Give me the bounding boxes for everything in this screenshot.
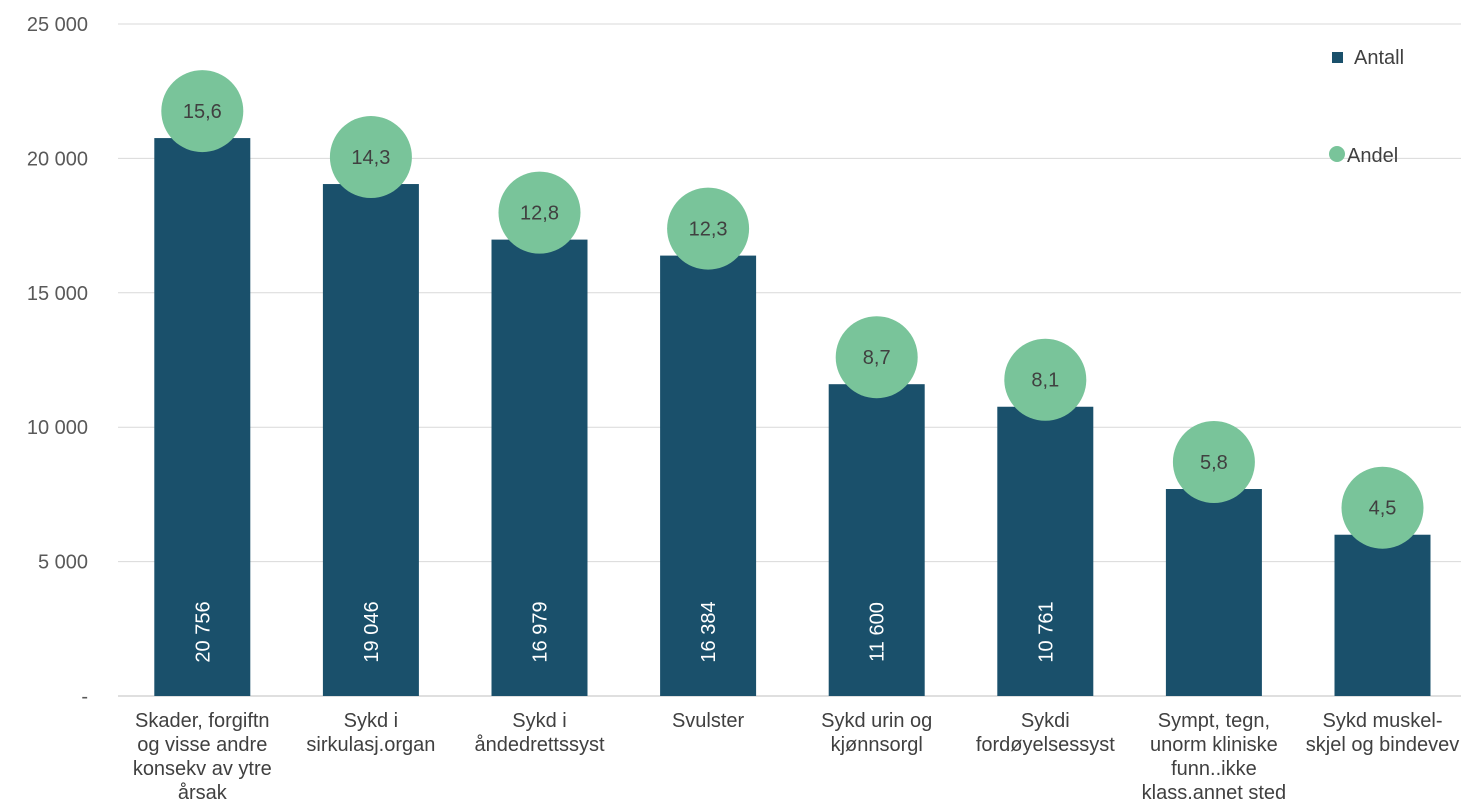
y-tick-label: 5 000 [38,552,88,574]
y-tick-label: 25 000 [27,14,88,36]
marker-label: 15,6 [183,101,222,123]
marker [835,316,918,399]
bar-value-label: 11 600 [867,602,889,662]
bar [322,184,419,696]
bar-value-label: 16 979 [530,601,552,662]
legend-label-andel: Andel [1347,145,1398,167]
marker-label: 4,5 [1369,498,1397,520]
x-axis-categories: Skader, forgiftn og visse andre konsekv av… [133,710,1459,804]
marker [498,171,581,254]
bar [491,239,588,696]
bar [1165,489,1262,696]
legend-swatch-antall [1332,52,1343,63]
bar-value-label: 19 046 [361,601,383,662]
bars-antall [154,138,1431,696]
marker-label: 5,8 [1200,452,1228,474]
x-tick-label: Svulster [672,710,745,732]
markers-andel: 15,6 14,3 12,8 12,3 8,7 8,1 5,8 4,5 [161,70,1424,549]
legend: Antall Andel [1329,47,1404,167]
marker [667,187,750,270]
y-axis-ticks: - 5 000 10 000 15 000 20 000 25 000 [27,14,88,708]
x-tick-label: Sykd i sirkulasj.organ [306,710,435,756]
marker [161,70,244,153]
marker-label: 12,8 [520,203,559,225]
marker [1004,338,1087,421]
marker [1172,421,1255,504]
legend-label-antall: Antall [1354,47,1404,69]
bar-value-label: 20 756 [192,601,214,662]
bar [154,138,251,696]
bar-value-label: 10 761 [1035,601,1057,662]
bar-value-label: 16 384 [698,601,720,662]
x-tick-label: Sykdi fordøyelsessyst [976,710,1115,756]
bar [997,406,1094,696]
bar [828,384,925,696]
x-tick-label: Sympt, tegn, unorm kliniske funn..ikke klas… [1142,710,1287,804]
bar-value-labels: 20 756 19 046 16 979 16 384 11 600 10 761 [192,601,1057,662]
x-tick-label: Sykd urin og kjønnsorgl [821,710,932,756]
legend-swatch-andel [1329,146,1345,162]
marker-label: 8,7 [863,347,891,369]
bar [1334,534,1431,696]
y-tick-label: 10 000 [27,417,88,439]
y-tick-label: 15 000 [27,283,88,305]
x-tick-label: Sykd muskel-skjel og bindevev [1306,710,1459,756]
marker-label: 12,3 [689,219,728,241]
marker-label: 8,1 [1031,370,1059,392]
y-tick-label: 20 000 [27,148,88,170]
marker [1341,466,1424,549]
x-tick-label: Sykd i åndedrettssyst [474,710,605,756]
bar [660,255,757,696]
marker-label: 14,3 [351,147,390,169]
marker [329,116,412,199]
x-tick-label: Skader, forgiftn og visse andre konsekv av… [133,710,272,804]
y-tick-label: - [81,686,88,708]
